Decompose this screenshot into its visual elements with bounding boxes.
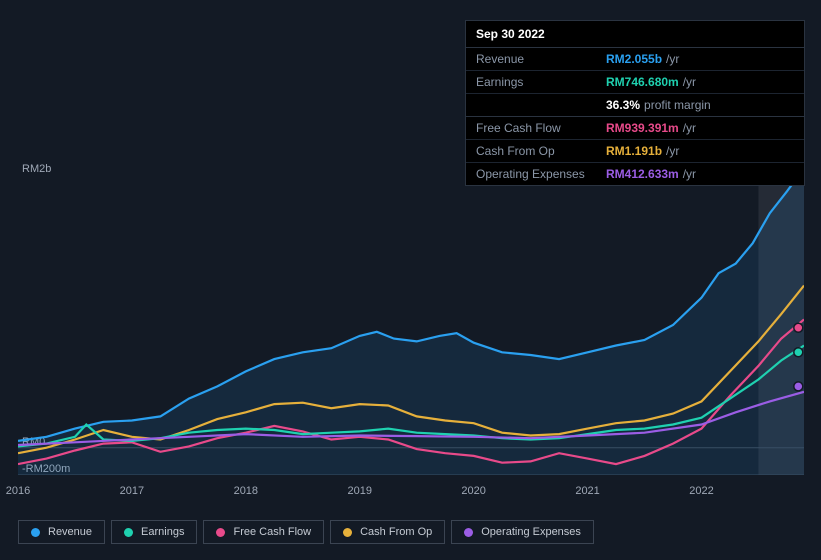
chart-area[interactable] [18, 175, 804, 475]
tooltip-label: Revenue [476, 52, 606, 66]
x-axis-label: 2017 [120, 485, 144, 497]
tooltip-suffix: /yr [683, 167, 696, 181]
legend-swatch [216, 528, 225, 537]
legend-label: Revenue [48, 526, 92, 538]
legend-item-operating_expenses[interactable]: Operating Expenses [451, 520, 594, 544]
legend-swatch [343, 528, 352, 537]
x-axis: 2016201720182019202020212022 [18, 485, 804, 501]
forecast-marker-earnings [794, 348, 803, 357]
x-axis-label: 2016 [6, 485, 30, 497]
tooltip-row: RevenueRM2.055b/yr [466, 48, 804, 71]
tooltip-label: Earnings [476, 75, 606, 89]
legend-label: Earnings [141, 526, 184, 538]
tooltip-profit-margin: 36.3%profit margin [466, 94, 804, 117]
tooltip-suffix: /yr [683, 75, 696, 89]
series-area-revenue [18, 175, 804, 475]
tooltip-suffix: /yr [666, 144, 679, 158]
forecast-marker-free_cash_flow [794, 323, 803, 332]
x-axis-label: 2019 [347, 485, 371, 497]
legend: Revenue Earnings Free Cash Flow Cash From O… [18, 520, 594, 544]
legend-swatch [124, 528, 133, 537]
legend-item-free_cash_flow[interactable]: Free Cash Flow [203, 520, 324, 544]
x-axis-label: 2020 [461, 485, 485, 497]
x-axis-label: 2022 [689, 485, 713, 497]
legend-item-cash_from_op[interactable]: Cash From Op [330, 520, 445, 544]
tooltip-row: Free Cash FlowRM939.391m/yr [466, 117, 804, 140]
tooltip-value: RM939.391m [606, 121, 679, 135]
legend-swatch [31, 528, 40, 537]
tooltip-value: RM2.055b [606, 52, 662, 66]
tooltip-date: Sep 30 2022 [466, 21, 804, 48]
tooltip-value: RM412.633m [606, 167, 679, 181]
tooltip-suffix: /yr [683, 121, 696, 135]
legend-swatch [464, 528, 473, 537]
x-axis-label: 2018 [234, 485, 258, 497]
tooltip-label: Free Cash Flow [476, 121, 606, 135]
legend-item-earnings[interactable]: Earnings [111, 520, 197, 544]
legend-label: Cash From Op [360, 526, 432, 538]
x-axis-label: 2021 [575, 485, 599, 497]
y-axis-label: RM2b [22, 163, 51, 175]
tooltip-row: Cash From OpRM1.191b/yr [466, 140, 804, 163]
tooltip-row: Operating ExpensesRM412.633m/yr [466, 163, 804, 185]
tooltip-suffix: /yr [666, 52, 679, 66]
tooltip-card: Sep 30 2022 RevenueRM2.055b/yrEarningsRM… [465, 20, 805, 186]
tooltip-value: RM1.191b [606, 144, 662, 158]
tooltip-label: Operating Expenses [476, 167, 606, 181]
tooltip-row: EarningsRM746.680m/yr [466, 71, 804, 94]
legend-label: Free Cash Flow [233, 526, 311, 538]
legend-label: Operating Expenses [481, 526, 581, 538]
forecast-marker-operating_expenses [794, 382, 803, 391]
legend-item-revenue[interactable]: Revenue [18, 520, 105, 544]
tooltip-value: RM746.680m [606, 75, 679, 89]
tooltip-label: Cash From Op [476, 144, 606, 158]
